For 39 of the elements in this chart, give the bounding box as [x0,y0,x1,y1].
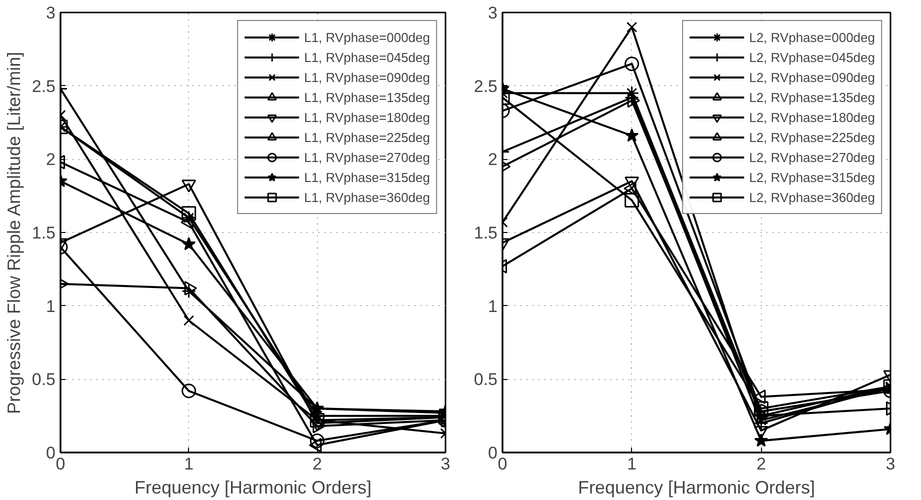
y-axis-title: Progressive Flow Ripple Amplitude [Liter/min] [4,52,24,414]
legend-label: L1, RVphase=270deg [304,148,430,166]
legend-label: L1, RVphase=000deg [304,28,430,46]
legend-label: L2, RVphase=360deg [749,188,875,206]
legend-label: L2, RVphase=135deg [749,88,875,106]
y-tick-label: 2 [488,150,498,170]
y-tick-label: 1.5 [474,224,498,242]
x-tick-label: 2 [312,454,322,474]
x-tick-label: 1 [184,454,194,474]
legend-label: L1, RVphase=225deg [304,128,430,146]
legend-label: L1, RVphase=180deg [304,108,430,126]
y-tick-label: 0.5 [32,370,56,390]
legend-label: L2, RVphase=090deg [749,68,875,86]
y-tick-label: 1 [46,296,56,316]
legend-label: L2, RVphase=045deg [749,48,875,66]
legend-label: L1, RVphase=090deg [304,68,430,86]
x-axis-title: Frequency [Harmonic Orders] [134,478,372,498]
x-tick-label: 3 [886,454,896,474]
y-tick-label: 2.5 [474,76,498,96]
x-axis-title: Frequency [Harmonic Orders] [578,478,816,498]
x-tick-label: 2 [756,454,766,474]
legend-label: L2, RVphase=225deg [749,128,875,146]
legend-label: L1, RVphase=045deg [304,48,430,66]
legend-label: L2, RVphase=315deg [749,168,875,186]
y-tick-label: 1 [488,296,498,316]
y-tick-label: 3 [46,4,56,22]
y-tick-label: 1.5 [32,224,56,242]
x-tick-label: 1 [627,454,637,474]
legend-label: L1, RVphase=315deg [304,168,430,186]
y-tick-label: 0.5 [474,370,498,390]
y-tick-label: 2 [46,150,56,170]
legend-label: L1, RVphase=360deg [304,188,430,206]
y-tick-label: 2.5 [32,76,56,96]
legend-label: L2, RVphase=270deg [749,148,875,166]
legend-label: L2, RVphase=000deg [749,28,875,46]
y-tick-label: 3 [488,4,498,22]
x-tick-label: 3 [440,454,450,474]
legend-label: L1, RVphase=135deg [304,88,430,106]
legend-label: L2, RVphase=180deg [749,108,875,126]
